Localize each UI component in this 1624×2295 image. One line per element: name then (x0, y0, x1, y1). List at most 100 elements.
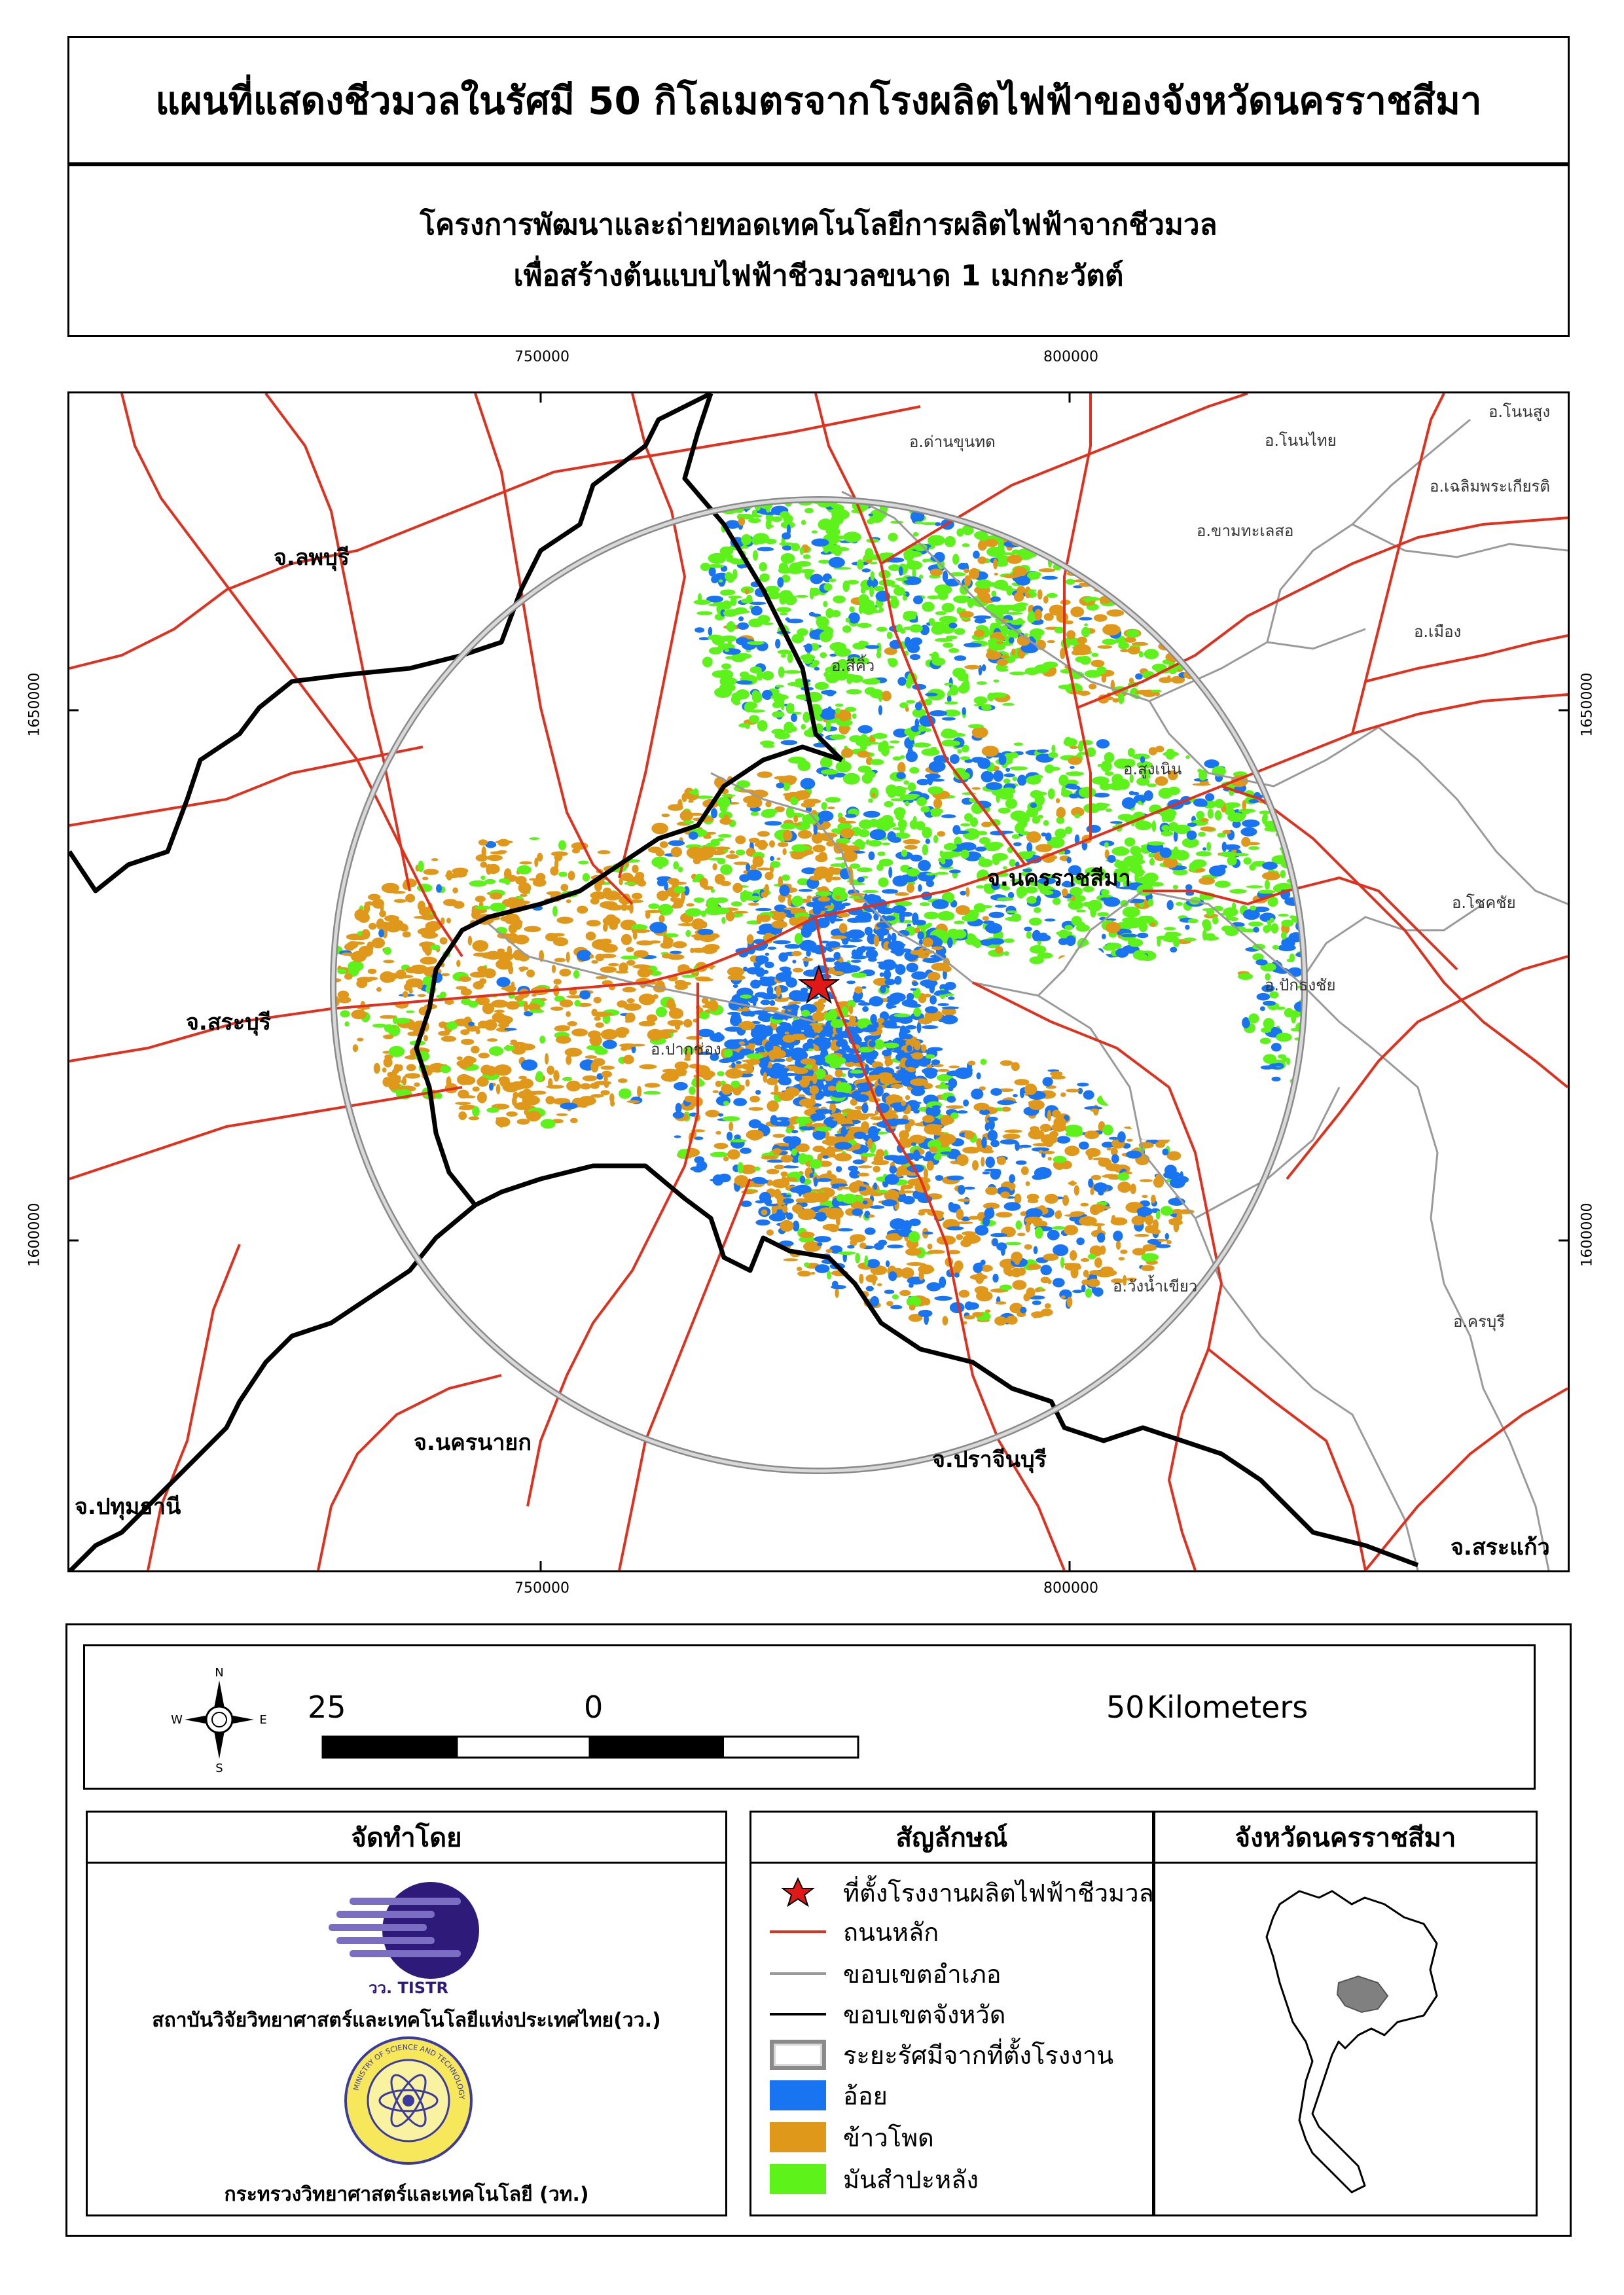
crop-patch (1102, 1125, 1113, 1136)
crop-patch (780, 700, 785, 711)
crop-patch (1173, 846, 1179, 854)
crop-patch (981, 746, 999, 757)
crop-patch (992, 854, 1000, 865)
crop-patch (882, 889, 899, 894)
crop-patch (886, 1005, 897, 1009)
crop-patch (1183, 531, 1190, 539)
crop-patch (850, 452, 867, 461)
crop-patch (469, 880, 487, 887)
crop-patch (1060, 506, 1071, 517)
crop-patch (833, 952, 841, 960)
crop-patch (757, 720, 768, 732)
crop-patch (1132, 867, 1136, 873)
crop-patch (1090, 483, 1104, 488)
crop-patch (869, 562, 878, 565)
crop-patch (480, 875, 486, 880)
crop-patch (1281, 1057, 1291, 1062)
crop-patch (467, 935, 473, 946)
crop-patch (1311, 1080, 1320, 1089)
crop-patch (998, 807, 1011, 814)
crop-patch (1048, 528, 1063, 536)
crop-patch (1056, 816, 1065, 824)
crop-patch (1005, 1315, 1018, 1325)
crop-patch (913, 1007, 922, 1017)
crop-patch (994, 1316, 1007, 1326)
crop-patch (780, 1155, 793, 1163)
crop-patch (698, 593, 702, 603)
crop-patch (846, 929, 865, 939)
crop-patch (1051, 744, 1056, 753)
crop-patch (768, 1069, 786, 1079)
crop-patch (482, 1003, 495, 1015)
crop-patch (1186, 605, 1204, 610)
crop-patch (1369, 1013, 1373, 1020)
crop-patch (903, 611, 916, 622)
crop-patch (891, 584, 900, 588)
crop-patch (643, 1091, 661, 1095)
crop-patch (503, 1028, 517, 1031)
crop-patch (453, 901, 465, 909)
crop-patch (944, 682, 953, 686)
crop-patch (344, 943, 355, 951)
crop-patch (1068, 900, 1084, 910)
crop-patch (1240, 827, 1257, 837)
crop-patch (886, 1244, 904, 1249)
crop-patch (996, 1212, 1013, 1218)
crop-patch (869, 818, 879, 827)
crop-patch (1003, 938, 1015, 943)
crop-patch (429, 945, 441, 950)
crop-patch (1055, 547, 1061, 554)
crop-patch (1115, 1240, 1121, 1250)
crop-patch (778, 666, 785, 678)
crop-patch (975, 1225, 989, 1236)
crop-patch (551, 964, 556, 973)
crop-patch (905, 1025, 917, 1030)
crop-patch (835, 1288, 839, 1298)
crop-patch (1327, 1062, 1339, 1073)
crop-patch (917, 931, 924, 940)
crop-patch (937, 1068, 950, 1072)
crop-patch (1170, 947, 1178, 953)
crop-patch (948, 623, 958, 628)
crop-patch (711, 575, 719, 583)
crop-patch (909, 495, 923, 501)
crop-patch (1034, 664, 1050, 674)
crop-patch (928, 535, 945, 546)
crop-patch (1110, 553, 1128, 564)
crop-patch (1398, 979, 1407, 985)
crop-patch (1013, 1094, 1018, 1098)
crop-patch (876, 626, 888, 632)
crop-patch (875, 1085, 884, 1096)
crop-patch (1032, 774, 1043, 779)
crop-patch (912, 532, 919, 537)
crop-patch (529, 837, 540, 840)
crop-patch (945, 701, 958, 705)
crop-patch (792, 967, 804, 973)
crop-patch (1394, 953, 1403, 962)
crop-patch (1233, 643, 1242, 654)
crop-patch (1077, 691, 1091, 696)
crop-patch (1354, 953, 1367, 959)
crop-patch (881, 464, 886, 469)
crop-patch (1286, 831, 1299, 839)
crop-patch (868, 851, 875, 861)
crop-patch (1341, 1087, 1347, 1090)
crop-patch (746, 1053, 764, 1060)
crop-patch (918, 1208, 933, 1213)
crop-patch (833, 545, 842, 556)
crop-patch (1068, 1182, 1077, 1185)
crop-patch (1033, 511, 1041, 518)
crop-patch (600, 1065, 615, 1070)
crop-patch (937, 1003, 949, 1007)
crop-patch (876, 651, 882, 659)
crop-patch (1428, 1019, 1434, 1025)
crop-patch (835, 718, 841, 724)
crop-patch (1066, 857, 1072, 863)
crop-patch (785, 1127, 792, 1134)
crop-patch (924, 728, 931, 732)
crop-patch (1074, 491, 1078, 499)
crop-patch (732, 984, 738, 988)
crop-patch (1117, 586, 1122, 590)
crop-patch (1095, 493, 1104, 500)
crop-patch (1017, 586, 1026, 594)
